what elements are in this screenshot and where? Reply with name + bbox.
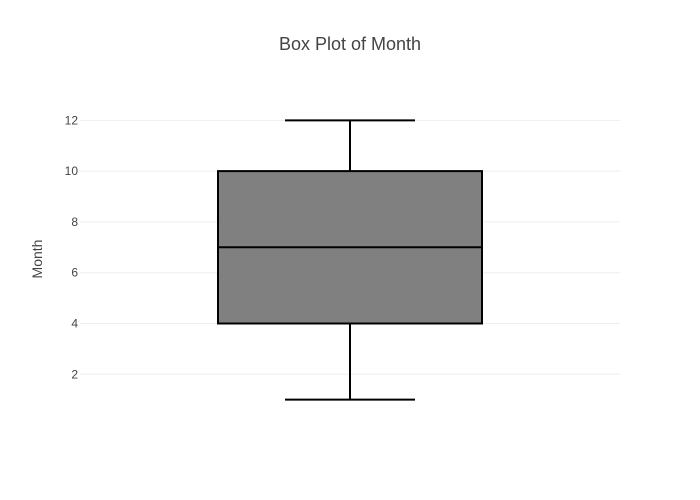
y-axis-label: Month: [29, 240, 45, 279]
y-tick-labels: 2 4 6 8 10 12: [65, 113, 79, 381]
y-tick-label-2: 2: [71, 367, 78, 381]
box-layer: [217, 119, 483, 401]
y-tick-label-10: 10: [65, 164, 79, 178]
y-tick-label-8: 8: [71, 215, 78, 229]
chart-title: Box Plot of Month: [279, 34, 421, 54]
y-tick-label-12: 12: [65, 113, 79, 127]
y-tick-label-6: 6: [71, 266, 78, 280]
y-tick-label-4: 4: [71, 316, 78, 330]
